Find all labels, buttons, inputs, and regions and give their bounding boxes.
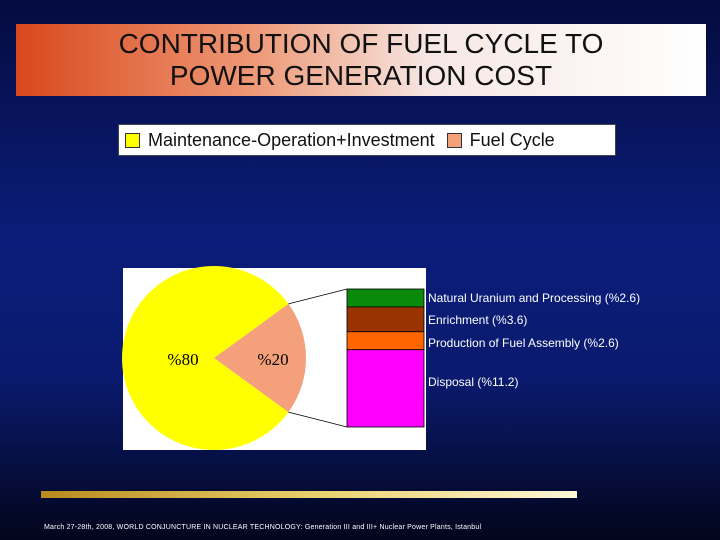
title-line-2: POWER GENERATION COST	[169, 60, 553, 91]
legend-label-maintenance: Maintenance-Operation+Investment	[148, 129, 435, 150]
legend-swatch-maintenance	[125, 132, 140, 148]
bar-segment-2	[346, 331, 425, 351]
pie-label-fuel-cycle: %20	[257, 350, 288, 369]
pie-label-maintenance: %80	[167, 350, 198, 369]
pie-slice-maintenance	[122, 266, 289, 450]
breakdown-label-3: Disposal (%11.2)	[428, 375, 518, 389]
breakdown-label-1: Enrichment (%3.6)	[428, 313, 527, 327]
bar-segment-0	[346, 288, 425, 308]
chart-legend: Maintenance-Operation+Investment Fuel Cy…	[118, 124, 616, 156]
footer-rule	[41, 491, 577, 498]
title-line-1: CONTRIBUTION OF FUEL CYCLE TO	[118, 28, 604, 59]
legend-label-fuel-cycle: Fuel Cycle	[469, 129, 555, 150]
bar-segment-3	[346, 349, 425, 428]
slide-title: CONTRIBUTION OF FUEL CYCLE TO POWER GENE…	[16, 24, 706, 96]
pie-slice-fuel-cycle	[214, 303, 306, 413]
footer-text: March 27-28th, 2008, WORLD CONJUNCTURE I…	[44, 524, 482, 531]
bar-segment-1	[346, 306, 425, 333]
legend-swatch-fuel-cycle	[446, 132, 462, 148]
breakdown-label-0: Natural Uranium and Processing (%2.6)	[428, 291, 640, 305]
connector-top	[288, 288, 348, 305]
breakdown-label-2: Production of Fuel Assembly (%2.6)	[428, 336, 619, 350]
connector-bottom	[288, 411, 348, 428]
